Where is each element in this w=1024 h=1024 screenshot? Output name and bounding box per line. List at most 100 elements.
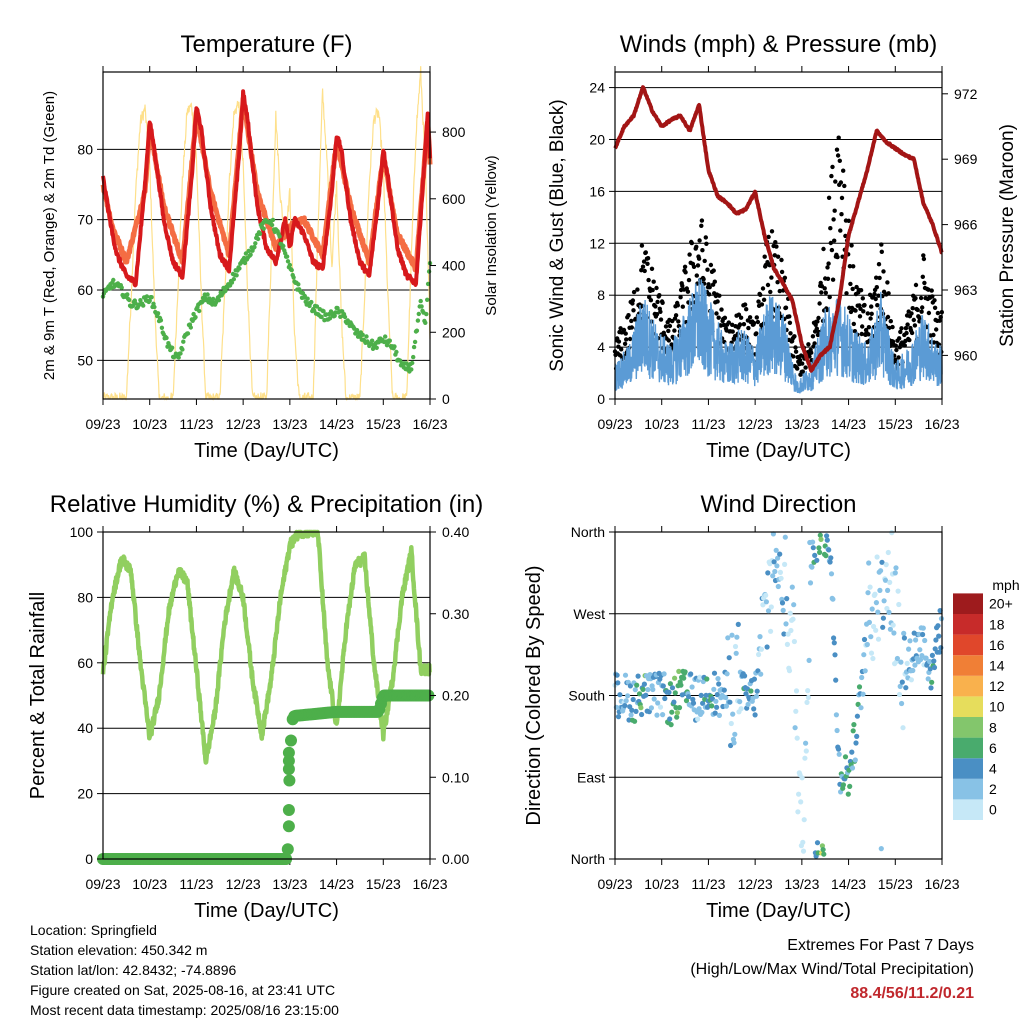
direction-point <box>643 692 649 698</box>
gust-point <box>654 312 660 317</box>
gust-point <box>921 253 926 258</box>
y2-tick-label-0: 0 <box>442 391 450 407</box>
direction-point <box>772 568 778 575</box>
gust-point <box>655 299 660 305</box>
gust-point <box>639 243 645 248</box>
y2-tick-label-1: 960 <box>954 347 978 363</box>
gust-point <box>832 238 837 243</box>
direction-point <box>662 695 668 702</box>
gust-point <box>793 345 798 350</box>
gust-point <box>860 296 865 301</box>
gust-point <box>826 261 831 266</box>
direction-point <box>821 851 827 857</box>
gust-point <box>904 330 909 336</box>
direction-point <box>645 687 651 693</box>
direction-point <box>672 675 678 681</box>
x-tick-label-2: 09/23 <box>85 876 120 892</box>
direction-point <box>678 682 684 688</box>
gust-point <box>758 292 763 297</box>
dewpoint-point <box>425 281 431 287</box>
gust-point <box>686 277 692 283</box>
direction-point <box>622 703 628 709</box>
gust-point <box>885 280 890 285</box>
y-tick-label-0: 60 <box>77 282 93 298</box>
direction-point <box>697 674 703 680</box>
gust-point <box>816 315 821 321</box>
dewpoint-point <box>360 332 365 337</box>
direction-point <box>711 686 717 692</box>
direction-point <box>698 692 704 699</box>
gust-point <box>853 308 858 313</box>
gust-point <box>875 303 880 308</box>
direction-point <box>781 631 787 637</box>
direction-point <box>936 633 942 639</box>
direction-point <box>814 840 821 846</box>
dewpoint-point <box>305 296 310 301</box>
gust-point <box>862 302 867 308</box>
gust-point <box>835 254 840 260</box>
direction-point <box>617 692 623 698</box>
y2-tick-label-2: 0.40 <box>442 524 469 540</box>
dewpoint-point <box>284 254 290 259</box>
gust-point <box>658 317 664 322</box>
direction-point <box>681 675 687 681</box>
gust-point <box>830 277 836 282</box>
gust-point <box>675 303 680 308</box>
gust-point <box>812 341 817 346</box>
direction-point <box>925 676 931 682</box>
direction-point <box>887 626 894 632</box>
gust-point <box>932 298 937 303</box>
direction-point <box>700 700 706 706</box>
dewpoint-point <box>252 244 257 250</box>
direction-point <box>917 647 923 653</box>
gust-point <box>699 223 704 228</box>
direction-point <box>777 569 784 576</box>
direction-point <box>632 687 638 693</box>
gust-point <box>829 173 834 179</box>
gust-point <box>721 322 726 328</box>
dewpoint-point <box>193 315 198 320</box>
gust-point <box>913 282 919 288</box>
gust-point <box>800 369 805 374</box>
gust-point <box>722 315 728 320</box>
gust-point <box>774 244 779 249</box>
gust-point <box>815 319 820 324</box>
gust-point <box>890 324 895 330</box>
gust-point <box>931 332 936 338</box>
direction-point <box>764 644 770 650</box>
gust-point <box>702 258 707 264</box>
direction-point <box>877 587 883 594</box>
dewpoint-point <box>416 311 421 317</box>
gust-point <box>755 319 761 325</box>
dewpoint-point <box>231 277 236 282</box>
direction-point <box>695 716 701 722</box>
y-tick-label-3: North <box>571 524 605 540</box>
gust-point <box>672 316 678 321</box>
direction-point <box>887 579 893 586</box>
gust-point <box>631 289 637 295</box>
direction-point <box>730 711 736 717</box>
gust-point <box>828 240 833 246</box>
gust-point <box>648 298 654 303</box>
gust-point <box>699 218 705 223</box>
direction-point <box>894 655 901 662</box>
dewpoint-point <box>410 360 415 366</box>
direction-point <box>832 652 838 658</box>
gust-point <box>835 153 841 158</box>
legend-swatch <box>953 655 983 676</box>
direction-point <box>920 625 926 631</box>
direction-point <box>868 650 875 656</box>
direction-point <box>787 610 793 616</box>
y-tick-label-2: 100 <box>70 524 94 540</box>
y2-tick-label-1: 969 <box>954 151 978 167</box>
gust-point <box>937 318 942 323</box>
direction-point <box>858 705 864 711</box>
direction-point <box>655 700 661 706</box>
dewpoint-point <box>185 331 191 336</box>
dewpoint-point <box>246 248 251 254</box>
y-tick-label-2: 20 <box>77 786 93 802</box>
direction-point <box>882 577 889 583</box>
gust-point <box>841 168 846 173</box>
direction-point <box>935 623 941 629</box>
gust-point <box>898 329 903 335</box>
